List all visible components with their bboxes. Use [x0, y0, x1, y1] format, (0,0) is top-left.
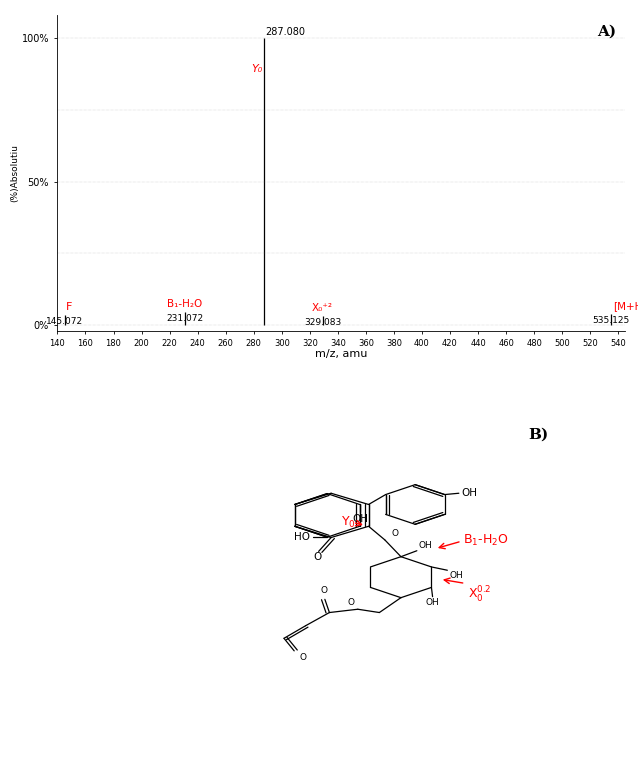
- Text: HO: HO: [294, 532, 310, 542]
- Text: [M+H]⁺: [M+H]⁺: [612, 301, 638, 311]
- Text: 145.072: 145.072: [46, 318, 83, 326]
- Text: B$_1$-H$_2$O: B$_1$-H$_2$O: [463, 532, 509, 548]
- Text: O: O: [300, 653, 307, 662]
- Text: O: O: [392, 529, 399, 538]
- Text: Y$_0$: Y$_0$: [341, 515, 356, 530]
- Text: Y₀: Y₀: [251, 64, 262, 74]
- Text: 287.080: 287.080: [266, 27, 306, 37]
- Text: O: O: [313, 551, 322, 561]
- Text: OH: OH: [462, 488, 478, 498]
- Text: A): A): [598, 25, 617, 39]
- Text: B₁-H₂O: B₁-H₂O: [168, 299, 203, 309]
- Text: X$_0^{0.2}$: X$_0^{0.2}$: [468, 584, 491, 604]
- Text: 535.125: 535.125: [593, 316, 630, 325]
- Text: 231.072: 231.072: [167, 314, 204, 324]
- Text: F: F: [66, 302, 72, 312]
- Text: 329.083: 329.083: [304, 318, 341, 328]
- Text: B): B): [529, 428, 549, 442]
- Text: OH: OH: [426, 598, 440, 607]
- Text: OH: OH: [353, 514, 369, 524]
- Text: O: O: [347, 598, 354, 607]
- Text: O: O: [320, 586, 327, 594]
- Text: X₀⁺²: X₀⁺²: [312, 303, 333, 313]
- Text: OH: OH: [419, 541, 433, 550]
- X-axis label: m/z, amu: m/z, amu: [315, 350, 367, 360]
- Text: OH: OH: [449, 571, 463, 580]
- Y-axis label: (%)Αbsolutiu: (%)Αbsolutiu: [10, 144, 19, 202]
